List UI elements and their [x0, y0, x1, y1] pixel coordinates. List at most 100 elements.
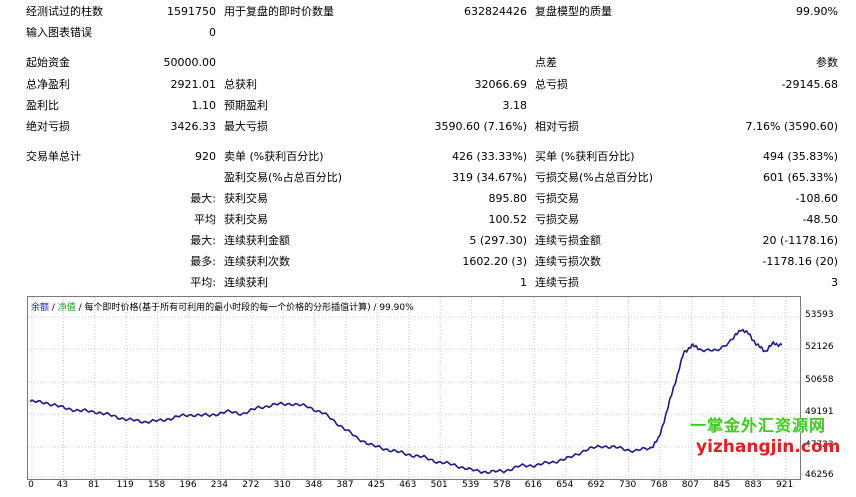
x-tick-label: 616	[524, 480, 542, 490]
chart-plot	[28, 297, 800, 479]
stat-c3-12: 连续亏损	[535, 276, 579, 289]
stat-v3-5: 7.16% (3590.60)	[745, 120, 838, 133]
stat-c1-6: 交易单总计	[26, 150, 81, 163]
legend-balance: 余额	[31, 303, 50, 313]
stat-c3-7: 亏损交易(%占总百分比)	[535, 171, 654, 184]
x-tick-label: 807	[681, 480, 699, 490]
stat-v2-10: 5 (297.30)	[469, 234, 527, 247]
stat-c1-2: 起始资金	[26, 56, 70, 69]
stat-c1-0: 经测试过的柱数	[26, 5, 103, 18]
stat-v3-7: 601 (65.33%)	[762, 171, 838, 184]
x-tick-label: 730	[619, 480, 637, 490]
x-tick-label: 463	[399, 480, 417, 490]
stat-v1-5: 3426.33	[170, 120, 217, 133]
stat-c2-5: 最大亏损	[224, 120, 268, 133]
stat-v2-11: 1602.20 (3)	[462, 255, 527, 268]
stat-v2-5: 3590.60 (7.16%)	[434, 120, 527, 133]
stat-v2-3: 32066.69	[474, 78, 528, 91]
stat-v3-10: 20 (-1178.16)	[762, 234, 838, 247]
x-tick-label: 0	[28, 480, 34, 490]
stat-c1-1: 输入图表错误	[26, 26, 92, 39]
stat-v1-8: 最大:	[190, 192, 216, 205]
legend-equity: 净值	[57, 303, 76, 313]
stat-v1-10: 最大:	[190, 234, 216, 247]
x-tick-label: 43	[56, 480, 69, 490]
x-tick-label: 81	[88, 480, 100, 490]
stat-v1-4: 1.10	[191, 99, 217, 112]
stat-v1-2: 50000.00	[163, 56, 217, 69]
stat-c2-7: 盈利交易(%占总百分比)	[224, 171, 343, 184]
watermark-cn: 一掌金外汇资源网	[690, 416, 827, 435]
stat-v2-4: 3.18	[502, 99, 528, 112]
stat-v1-6: 920	[195, 150, 216, 163]
stat-c2-3: 总获利	[224, 78, 257, 91]
stat-c3-2: 点差	[535, 56, 557, 69]
stat-c2-6: 卖单 (%获利百分比)	[224, 150, 324, 163]
balance-series-line	[29, 328, 783, 475]
x-tick-label: 387	[336, 480, 354, 490]
x-tick-label: 654	[556, 480, 574, 490]
legend-separator: /	[49, 303, 58, 313]
stat-v1-0: 1591750	[167, 5, 216, 18]
stat-v3-12: 3	[831, 276, 838, 289]
x-tick-label: 196	[179, 480, 197, 490]
stat-c3-8: 亏损交易	[535, 192, 579, 205]
y-tick-label: 50658	[805, 375, 834, 385]
stat-v1-9: 平均	[194, 213, 216, 226]
stat-c2-4: 预期盈利	[224, 99, 268, 112]
x-tick-label: 921	[776, 480, 794, 490]
x-tick-label: 692	[587, 480, 605, 490]
stat-v3-6: 494 (35.83%)	[762, 150, 838, 163]
balance-chart: 余额 / 净值 / 每个即时价格(基于所有可利用的最小时段的每一个价格的分形插值…	[27, 296, 801, 480]
stat-v2-6: 426 (33.33%)	[451, 150, 527, 163]
stat-v1-3: 2921.01	[170, 78, 217, 91]
stat-v3-11: -1178.16 (20)	[762, 255, 838, 268]
x-tick-label: 768	[650, 480, 668, 490]
stat-c1-5: 绝对亏损	[26, 120, 70, 133]
x-tick-label: 234	[210, 480, 228, 490]
x-tick-label: 119	[116, 480, 134, 490]
stat-v1-11: 最多:	[190, 255, 216, 268]
stat-v3-8: -108.60	[795, 192, 838, 205]
stat-v3-9: -48.50	[802, 213, 838, 226]
x-tick-label: 425	[367, 480, 385, 490]
y-tick-label: 49191	[805, 407, 834, 417]
x-tick-label: 845	[713, 480, 731, 490]
stat-c3-10: 连续亏损金额	[535, 234, 601, 247]
stat-v3-3: -29145.68	[781, 78, 838, 91]
stat-v2-0: 632824426	[464, 5, 527, 18]
stat-v2-12: 1	[520, 276, 527, 289]
stat-v2-9: 100.52	[488, 213, 528, 226]
stat-c2-0: 用于复盘的即时价数量	[224, 5, 334, 18]
x-tick-label: 158	[148, 480, 166, 490]
stat-c3-3: 总亏损	[535, 78, 568, 91]
x-tick-label: 883	[744, 480, 762, 490]
stat-c3-5: 相对亏损	[535, 120, 579, 133]
stat-c3-11: 连续亏损次数	[535, 255, 601, 268]
chart-legend: 余额 / 净值 / 每个即时价格(基于所有可利用的最小时段的每一个价格的分形插值…	[31, 300, 414, 313]
stat-v1-1: 0	[209, 26, 216, 39]
stat-c2-8: 获利交易	[224, 192, 268, 205]
stat-c2-12: 连续获利	[224, 276, 268, 289]
x-tick-label: 272	[242, 480, 260, 490]
x-tick-label: 348	[305, 480, 323, 490]
stat-c2-10: 连续获利金额	[224, 234, 290, 247]
y-tick-label: 46256	[805, 470, 834, 480]
stat-v3-2: 参数	[816, 56, 838, 69]
x-tick-label: 539	[462, 480, 480, 490]
stat-v2-7: 319 (34.67%)	[451, 171, 527, 184]
stat-c2-11: 连续获利次数	[224, 255, 290, 268]
legend-description: / 每个即时价格(基于所有可利用的最小时段的每一个价格的分形插值计算) / 99…	[75, 303, 414, 313]
stat-c1-3: 总净盈利	[26, 78, 70, 91]
stat-v1-12: 平均:	[190, 276, 216, 289]
stat-c3-9: 亏损交易	[535, 213, 579, 226]
stat-c1-4: 盈利比	[26, 99, 59, 112]
y-tick-label: 53593	[805, 310, 834, 320]
stat-c2-9: 获利交易	[224, 213, 268, 226]
x-tick-label: 501	[430, 480, 448, 490]
x-tick-label: 578	[493, 480, 511, 490]
y-tick-label: 47723	[805, 440, 834, 450]
x-tick-label: 310	[273, 480, 291, 490]
y-tick-label: 52126	[805, 342, 834, 352]
watermark-url: yizhangjin.com	[696, 437, 841, 457]
